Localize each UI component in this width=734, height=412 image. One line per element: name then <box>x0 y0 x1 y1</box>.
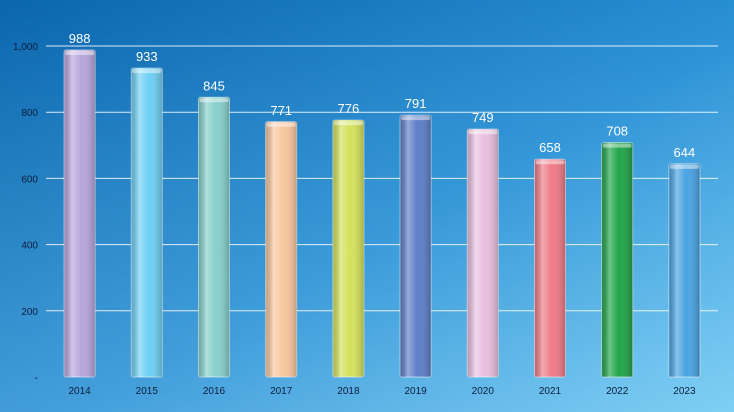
x-tick-label: 2021 <box>539 386 562 397</box>
bar-cap <box>132 69 162 74</box>
bars <box>63 49 701 378</box>
bar-cap <box>333 121 363 126</box>
bar-cap <box>65 50 95 55</box>
data-label: 845 <box>203 78 225 93</box>
x-tick-label: 2020 <box>472 386 495 397</box>
bar-2023 <box>668 163 701 378</box>
data-label: 791 <box>405 96 427 111</box>
data-label: 933 <box>136 49 158 64</box>
bar-cap <box>468 130 498 135</box>
data-label: 708 <box>606 124 628 139</box>
data-label: 749 <box>472 110 494 125</box>
x-axis-ticks: 2014 2015 2016 2017 2018 2019 2020 2021 2022 2023 <box>68 386 695 397</box>
x-tick-label: 2023 <box>673 386 696 397</box>
bar-shine <box>601 142 633 377</box>
y-tick-label: 600 <box>21 174 38 185</box>
bar-cap <box>266 122 296 127</box>
bar-2019 <box>399 114 432 378</box>
bar-shine <box>467 129 499 377</box>
x-tick-label: 2014 <box>68 386 91 397</box>
bar-2015 <box>130 67 163 378</box>
y-tick-label: - <box>35 373 38 384</box>
x-tick-label: 2018 <box>337 386 360 397</box>
bar-shine <box>668 163 700 377</box>
data-label: 644 <box>674 145 696 160</box>
y-tick-label: 200 <box>21 307 38 318</box>
x-tick-label: 2019 <box>404 386 427 397</box>
bar-cap <box>535 160 565 165</box>
y-tick-label: 800 <box>21 108 38 119</box>
data-label: 771 <box>270 103 292 118</box>
data-label: 988 <box>69 31 91 46</box>
bar-2016 <box>198 96 230 378</box>
y-tick-label: 400 <box>21 241 38 252</box>
bar-shine <box>332 120 364 378</box>
data-label: 658 <box>539 140 561 155</box>
data-labels: 988 933 845 771 776 791 749 658 708 644 <box>69 31 696 160</box>
bar-shine <box>64 49 96 378</box>
x-tick-label: 2015 <box>136 386 159 397</box>
bar-shine <box>198 97 230 378</box>
bar-shine <box>131 68 163 377</box>
bar-cap <box>199 98 229 103</box>
bar-2020 <box>466 128 499 378</box>
bar-cap <box>669 164 699 169</box>
y-axis-ticks: - 200 400 600 800 1,000 <box>13 42 38 384</box>
y-tick-label: 1,000 <box>13 42 38 53</box>
bar-cap <box>602 143 632 148</box>
bar-shine <box>265 121 297 377</box>
bar-2018 <box>332 119 365 378</box>
bar-shine <box>534 159 566 377</box>
bar-2021 <box>534 158 566 378</box>
x-tick-label: 2016 <box>203 386 226 397</box>
bar-2014 <box>63 49 96 378</box>
x-tick-label: 2022 <box>606 386 629 397</box>
bar-cap <box>401 116 431 121</box>
data-label: 776 <box>338 101 360 116</box>
x-tick-label: 2017 <box>270 386 293 397</box>
bar-2017 <box>265 121 298 378</box>
bar-2022 <box>601 142 634 378</box>
bar-shine <box>400 115 432 377</box>
